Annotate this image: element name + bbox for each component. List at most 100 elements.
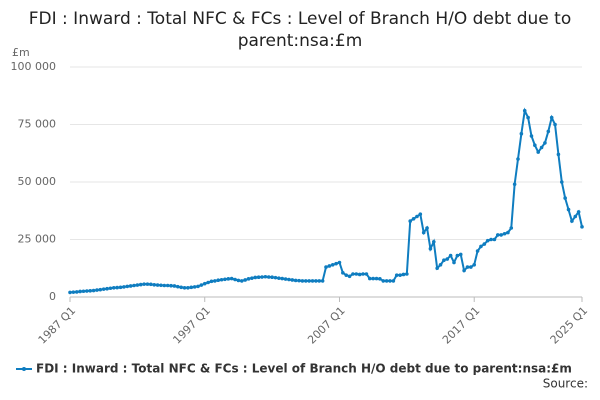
point	[78, 289, 82, 294]
point	[465, 265, 470, 269]
point	[452, 260, 456, 265]
point	[149, 282, 153, 287]
point	[330, 263, 335, 267]
x-tick-label: 1997 Q1	[170, 304, 213, 347]
point	[421, 230, 426, 235]
point	[196, 284, 200, 289]
point	[260, 275, 264, 279]
point	[425, 226, 429, 230]
point	[361, 272, 365, 276]
point	[411, 217, 416, 221]
point	[263, 274, 268, 279]
point	[125, 284, 130, 289]
point	[186, 286, 190, 290]
point	[74, 290, 79, 294]
point	[307, 279, 311, 283]
point	[270, 275, 274, 280]
point	[543, 141, 547, 145]
point	[455, 253, 460, 258]
point	[138, 282, 143, 287]
point	[374, 276, 379, 281]
point	[290, 278, 295, 282]
point	[415, 214, 419, 219]
point	[219, 277, 224, 282]
point	[479, 244, 483, 249]
point	[334, 261, 338, 266]
point	[519, 131, 524, 136]
point	[199, 283, 204, 287]
point	[492, 237, 497, 242]
point	[280, 276, 285, 281]
point	[431, 240, 436, 244]
point	[418, 212, 423, 216]
point	[428, 246, 433, 251]
point	[381, 279, 386, 283]
point	[81, 289, 86, 294]
point	[85, 289, 89, 293]
point	[152, 283, 157, 287]
series-line	[69, 107, 583, 294]
point	[357, 272, 362, 277]
point	[509, 226, 514, 230]
point	[354, 272, 359, 276]
point	[472, 263, 477, 267]
point	[391, 279, 396, 283]
chart-title: FDI : Inward : Total NFC & FCs : Level o…	[28, 9, 572, 51]
point	[351, 272, 355, 276]
point	[317, 279, 322, 283]
point	[327, 264, 332, 268]
point	[206, 280, 210, 285]
point	[115, 285, 119, 290]
point	[95, 288, 99, 292]
point	[553, 122, 557, 127]
point	[277, 276, 281, 280]
point	[239, 279, 244, 283]
point	[223, 277, 227, 282]
point	[71, 290, 76, 294]
point	[401, 272, 406, 277]
point	[256, 275, 261, 280]
point	[442, 258, 446, 263]
point	[485, 238, 490, 243]
point	[529, 134, 534, 138]
point	[549, 115, 554, 120]
point	[522, 108, 527, 113]
point	[108, 286, 113, 291]
point	[344, 273, 349, 277]
point	[88, 288, 93, 293]
legend-label: FDI : Inward : Total NFC & FCs : Level o…	[36, 362, 572, 376]
point	[175, 284, 180, 289]
point	[378, 277, 382, 281]
point	[226, 277, 231, 281]
point	[233, 277, 237, 282]
point	[570, 219, 574, 223]
point	[482, 242, 487, 246]
point	[559, 180, 564, 184]
point	[111, 286, 116, 290]
point	[367, 276, 372, 281]
point	[371, 276, 375, 281]
point	[162, 283, 167, 288]
point	[250, 276, 254, 280]
y-tick-label: 75 000	[18, 118, 57, 131]
point	[182, 286, 187, 290]
point	[179, 285, 183, 290]
source: Source:	[543, 377, 588, 391]
point	[132, 283, 136, 288]
point	[122, 285, 126, 289]
point	[169, 283, 173, 288]
point	[303, 279, 308, 283]
point	[526, 115, 530, 120]
point	[580, 225, 584, 229]
point	[469, 265, 473, 269]
point	[563, 196, 567, 200]
point	[266, 275, 271, 279]
point	[512, 182, 517, 187]
point	[155, 283, 160, 287]
point	[458, 252, 463, 257]
point	[118, 285, 123, 290]
point	[273, 275, 278, 280]
point	[405, 272, 409, 276]
